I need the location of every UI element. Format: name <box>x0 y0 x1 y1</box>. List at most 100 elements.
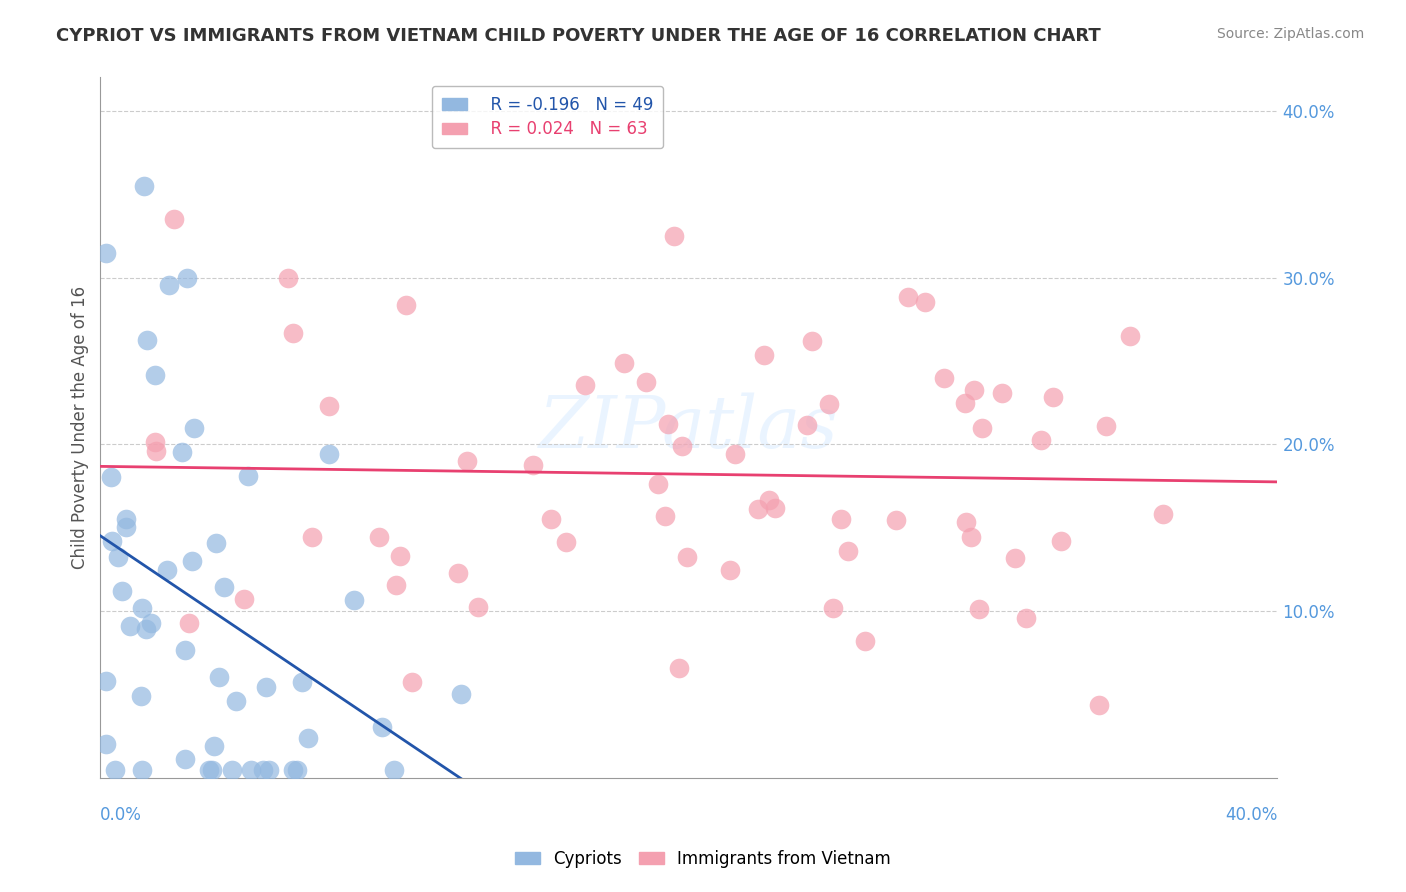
Point <box>157 278 180 293</box>
Point <box>129 690 152 704</box>
Point <box>100 470 122 484</box>
Point <box>135 623 157 637</box>
Point <box>955 515 977 529</box>
Point <box>1031 434 1053 448</box>
Point <box>1094 419 1116 434</box>
Point <box>318 447 340 461</box>
Point <box>450 687 472 701</box>
Point <box>176 271 198 285</box>
Point <box>1152 507 1174 521</box>
Point <box>163 212 186 227</box>
Point <box>281 763 304 777</box>
Point <box>201 763 224 777</box>
Point <box>671 439 693 453</box>
Point <box>886 513 908 527</box>
Point <box>225 694 247 708</box>
Point <box>384 763 406 777</box>
Point <box>120 619 142 633</box>
Point <box>914 295 936 310</box>
Point <box>1004 551 1026 566</box>
Point <box>447 566 470 581</box>
Point <box>236 469 259 483</box>
Point <box>179 615 201 630</box>
Point <box>718 563 741 577</box>
Point <box>385 578 408 592</box>
Point <box>634 375 657 389</box>
Point <box>104 763 127 777</box>
Point <box>574 378 596 392</box>
Point <box>115 512 138 526</box>
Point <box>232 592 254 607</box>
Point <box>959 529 981 543</box>
Point <box>613 356 636 370</box>
Point <box>115 519 138 533</box>
Point <box>135 334 157 348</box>
Point <box>817 397 839 411</box>
Point <box>301 530 323 544</box>
Point <box>963 383 986 397</box>
Point <box>291 674 314 689</box>
Point <box>318 400 340 414</box>
Point <box>297 731 319 746</box>
Point <box>143 368 166 382</box>
Point <box>371 720 394 734</box>
Point <box>174 752 197 766</box>
Y-axis label: Child Poverty Under the Age of 16: Child Poverty Under the Age of 16 <box>72 286 89 569</box>
Point <box>758 492 780 507</box>
Point <box>1042 390 1064 404</box>
Point <box>254 680 277 694</box>
Point <box>134 178 156 193</box>
Point <box>111 583 134 598</box>
Point <box>96 737 118 751</box>
Point <box>540 512 562 526</box>
Point <box>752 349 775 363</box>
Text: 40.0%: 40.0% <box>1225 806 1278 824</box>
Point <box>173 642 195 657</box>
Point <box>145 443 167 458</box>
Point <box>747 502 769 516</box>
Point <box>837 544 859 558</box>
Point <box>676 549 699 564</box>
Point <box>1050 534 1073 549</box>
Point <box>257 763 280 777</box>
Point <box>456 454 478 468</box>
Point <box>221 763 243 777</box>
Point <box>796 417 818 432</box>
Point <box>1015 611 1038 625</box>
Point <box>823 601 845 615</box>
Point <box>522 458 544 473</box>
Point <box>207 670 229 684</box>
Point <box>763 500 786 515</box>
Text: 0.0%: 0.0% <box>100 806 142 824</box>
Point <box>141 616 163 631</box>
Point <box>107 549 129 564</box>
Point <box>131 600 153 615</box>
Point <box>156 563 179 577</box>
Point <box>368 530 391 544</box>
Point <box>181 554 204 568</box>
Point <box>388 549 411 564</box>
Text: CYPRIOT VS IMMIGRANTS FROM VIETNAM CHILD POVERTY UNDER THE AGE OF 16 CORRELATION: CYPRIOT VS IMMIGRANTS FROM VIETNAM CHILD… <box>56 27 1101 45</box>
Point <box>100 533 122 548</box>
Point <box>395 298 418 312</box>
Point <box>283 326 305 341</box>
Point <box>668 661 690 675</box>
Point <box>953 396 976 410</box>
Point <box>143 435 166 450</box>
Point <box>170 444 193 458</box>
Point <box>212 580 235 594</box>
Legend: Cypriots, Immigrants from Vietnam: Cypriots, Immigrants from Vietnam <box>509 844 897 875</box>
Point <box>991 385 1014 400</box>
Point <box>239 763 262 777</box>
Point <box>401 674 423 689</box>
Point <box>197 763 219 777</box>
Point <box>96 674 118 689</box>
Point <box>932 370 955 384</box>
Text: Source: ZipAtlas.com: Source: ZipAtlas.com <box>1216 27 1364 41</box>
Point <box>202 739 225 753</box>
Point <box>555 535 578 549</box>
Point <box>467 600 489 615</box>
Point <box>662 228 685 243</box>
Point <box>1088 698 1111 712</box>
Point <box>654 508 676 523</box>
